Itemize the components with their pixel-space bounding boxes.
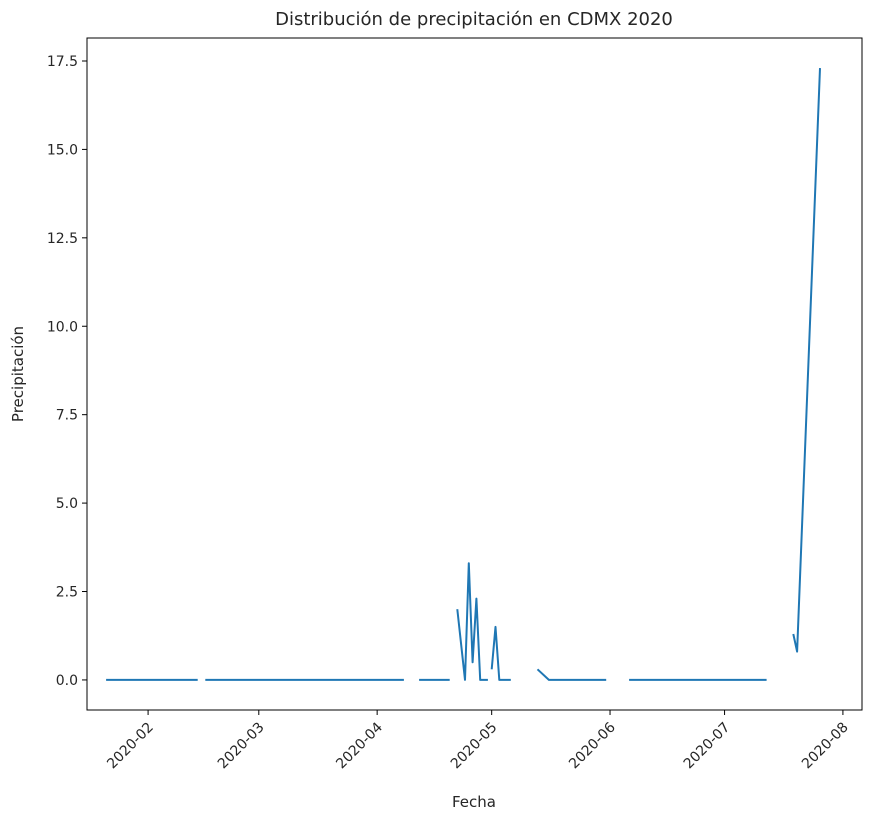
y-tick-label: 7.5 bbox=[56, 408, 78, 424]
precipitation-line-segment bbox=[490, 625, 511, 681]
precipitation-line-segment bbox=[456, 562, 488, 681]
precipitation-line-segment bbox=[792, 68, 821, 653]
y-tick-label: 15.0 bbox=[47, 142, 78, 158]
y-tick-label: 0.0 bbox=[56, 673, 78, 689]
plot-frame bbox=[86, 37, 863, 711]
precipitation-line-segment bbox=[536, 668, 607, 681]
y-tick-label: 12.5 bbox=[47, 231, 78, 247]
x-axis-title: Fecha bbox=[452, 793, 496, 811]
series-layer bbox=[106, 68, 821, 681]
y-tick-label: 10.0 bbox=[47, 319, 78, 335]
y-tick-label: 2.5 bbox=[56, 585, 78, 601]
y-tick-label: 5.0 bbox=[56, 496, 78, 512]
y-tick-label: 17.5 bbox=[47, 54, 78, 70]
y-axis: 0.0 2.5 5.0 7.5 10.0 12.5 15.0 17.5 bbox=[47, 54, 87, 689]
y-axis-title: Precipitación bbox=[9, 326, 27, 422]
chart-title: Distribución de precipitación en CDMX 20… bbox=[275, 9, 673, 30]
